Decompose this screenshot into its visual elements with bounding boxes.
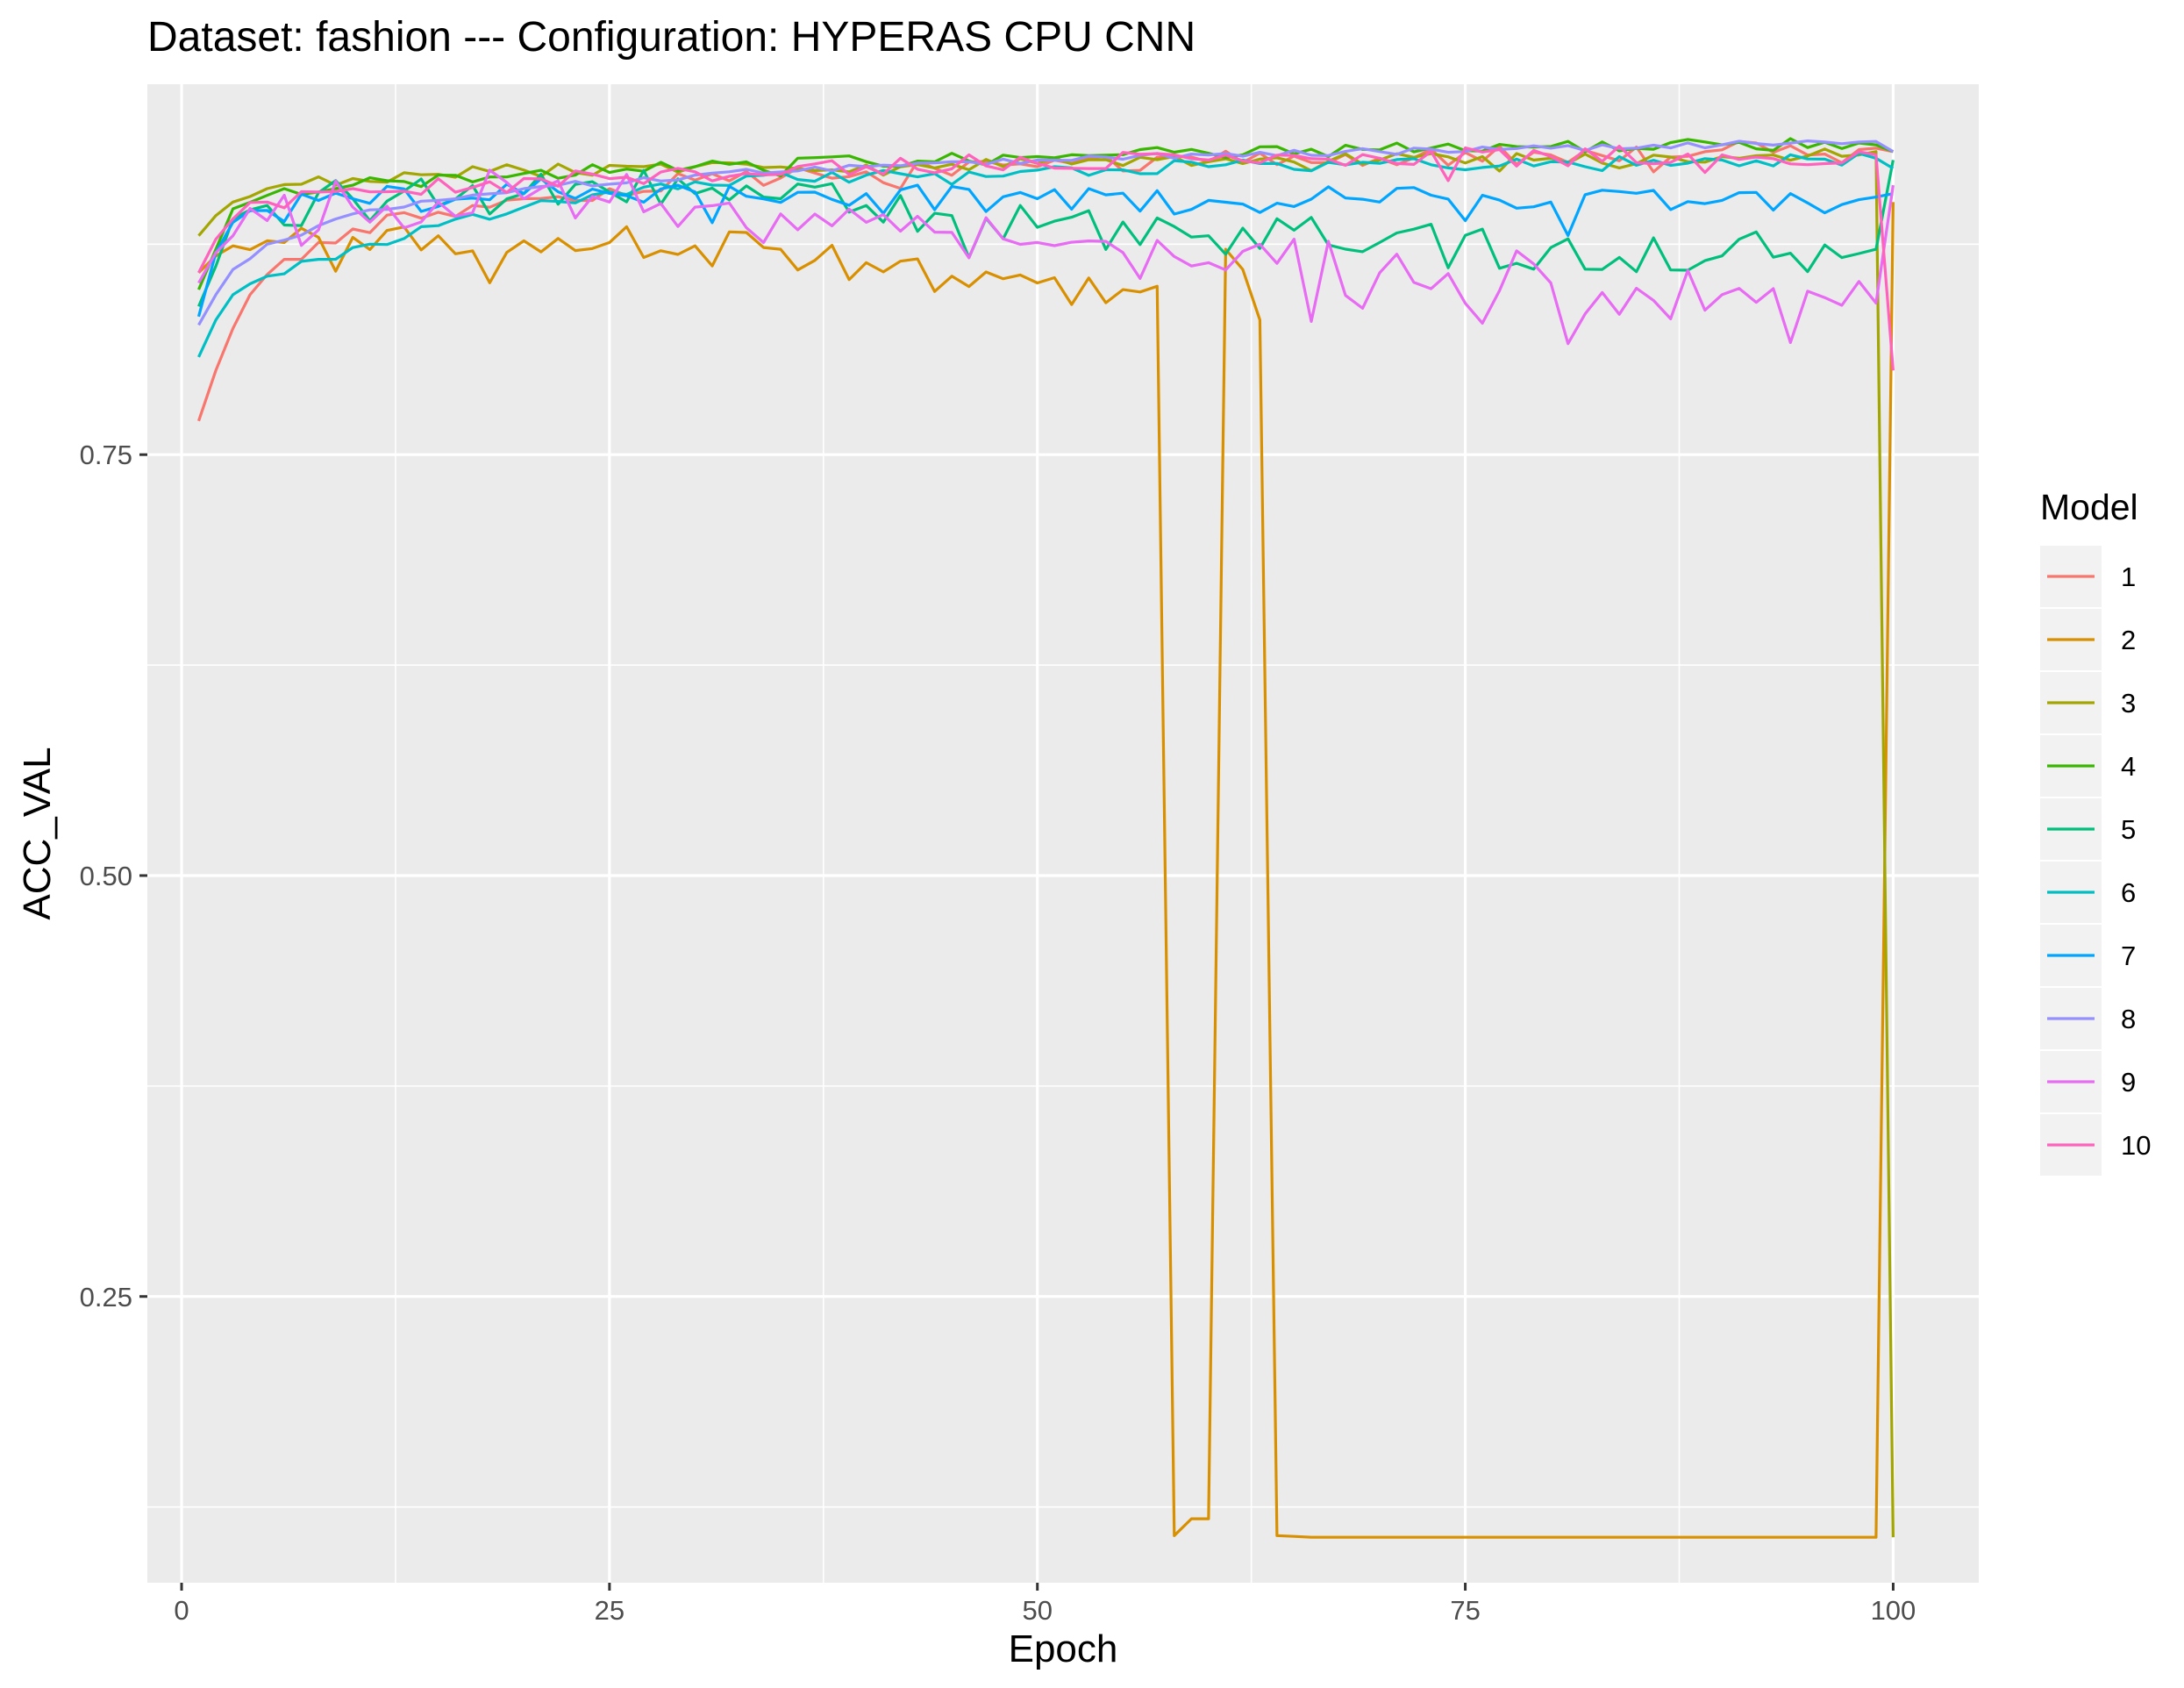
y-tick-label: 0.25 xyxy=(80,1282,132,1312)
x-axis-title: Epoch xyxy=(1009,1627,1118,1670)
series-line-1 xyxy=(196,139,1894,422)
series-line-6 xyxy=(197,152,1895,358)
legend-label: 9 xyxy=(2121,1067,2136,1098)
series-line-9 xyxy=(197,168,1895,346)
series-line-7 xyxy=(196,177,1894,318)
x-tick-label: 100 xyxy=(1871,1595,1916,1626)
legend-label: 8 xyxy=(2121,1004,2136,1034)
series-line-10 xyxy=(197,145,1895,371)
y-tick-label: 0.50 xyxy=(80,861,132,891)
y-axis-title: ACC_VAL xyxy=(16,747,59,919)
data-lines xyxy=(196,137,1895,1539)
x-tick-label: 25 xyxy=(595,1595,625,1626)
series-line-2 xyxy=(197,202,1895,1539)
major-gridlines xyxy=(147,84,1979,1583)
chart-title: Dataset: fashion --- Configuration: HYPE… xyxy=(147,14,1195,61)
y-axis: 0.25 0.50 0.75 xyxy=(80,440,147,1312)
legend-title: Model xyxy=(2040,487,2138,527)
legend-label: 3 xyxy=(2121,688,2136,719)
plot-panel xyxy=(147,84,1979,1583)
x-tick-label: 75 xyxy=(1450,1595,1480,1626)
legend-label: 4 xyxy=(2121,751,2136,782)
x-tick-label: 0 xyxy=(174,1595,189,1626)
x-tick-label: 50 xyxy=(1022,1595,1052,1626)
x-axis: 0 25 50 75 100 xyxy=(174,1583,1916,1626)
legend: Model 1 2 3 4 5 6 7 8 9 10 xyxy=(2040,487,2151,1176)
legend-label: 10 xyxy=(2121,1130,2151,1161)
y-tick-label: 0.75 xyxy=(80,440,132,470)
legend-label: 1 xyxy=(2121,561,2136,592)
legend-label: 6 xyxy=(2121,877,2136,908)
legend-label: 2 xyxy=(2121,625,2136,655)
legend-label: 7 xyxy=(2121,941,2136,971)
legend-label: 5 xyxy=(2121,814,2136,845)
